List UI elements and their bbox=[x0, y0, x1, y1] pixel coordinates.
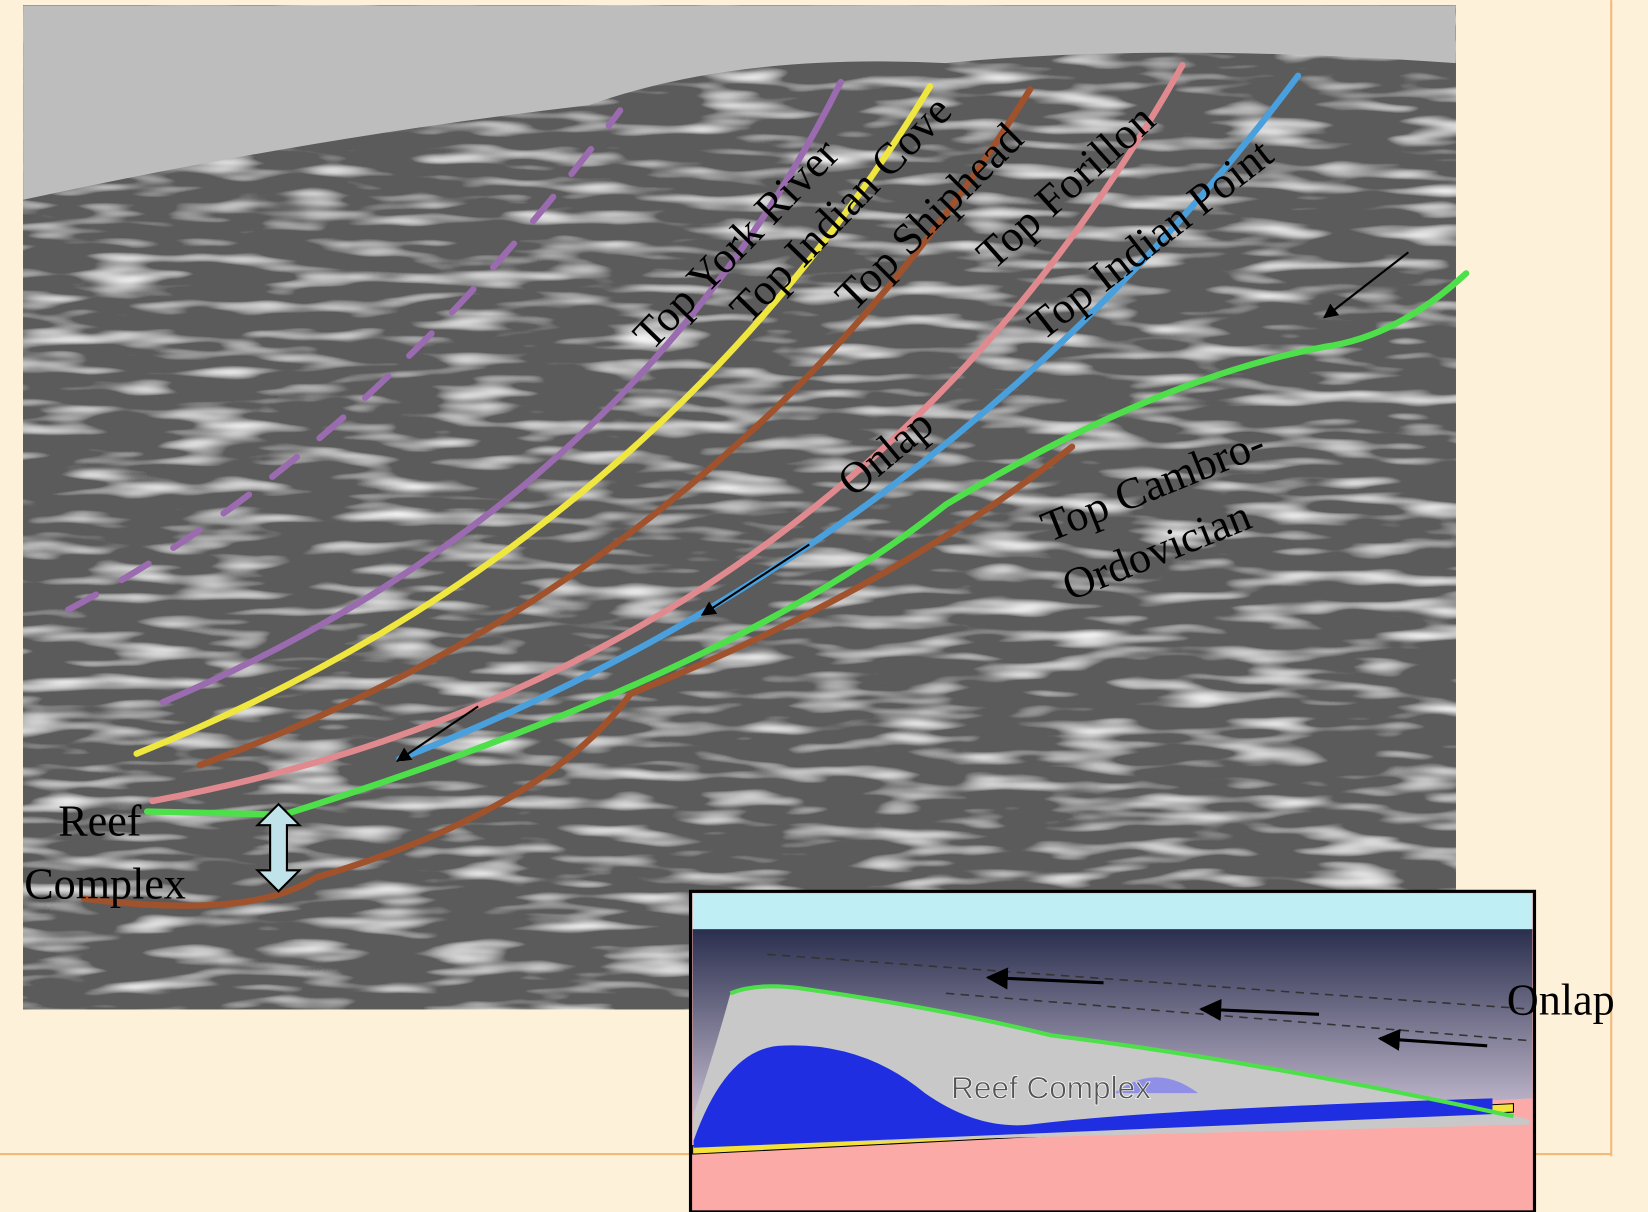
horizon-line bbox=[133, 83, 934, 757]
onlap-surface bbox=[729, 984, 1514, 1119]
arrow bbox=[700, 543, 810, 616]
water bbox=[692, 893, 1533, 930]
horizon-line bbox=[80, 443, 1076, 909]
inset-reef-label: Reef Complex bbox=[951, 1069, 1151, 1105]
arrows bbox=[396, 251, 1410, 762]
arrow bbox=[1377, 1028, 1488, 1051]
horizon-line bbox=[196, 86, 1034, 769]
seismic-texture bbox=[23, 5, 1456, 1010]
inset-arrows bbox=[985, 967, 1488, 1051]
seismic-section bbox=[23, 5, 1456, 1010]
horizon-line bbox=[65, 107, 624, 613]
reef-patch bbox=[1114, 1077, 1199, 1094]
arrow bbox=[396, 705, 479, 762]
reef-label: Reef bbox=[58, 797, 142, 846]
reef-body bbox=[693, 1045, 1493, 1148]
arrow bbox=[1323, 251, 1410, 319]
seismic-top bbox=[23, 5, 1456, 200]
inset-model: Reef Complex bbox=[688, 889, 1537, 1212]
reef-thickness-arrow bbox=[254, 802, 303, 893]
bed-line bbox=[945, 992, 1530, 1042]
arrow bbox=[985, 967, 1104, 990]
horizon-line bbox=[143, 270, 1470, 818]
horizon-line bbox=[149, 62, 1186, 805]
horizon-line bbox=[159, 78, 844, 706]
bed-line bbox=[767, 953, 1530, 1010]
arrow bbox=[1199, 998, 1320, 1021]
horizons bbox=[65, 62, 1470, 909]
inset-onlap-label: Onlap bbox=[1507, 975, 1615, 1024]
horizon-line bbox=[396, 72, 1302, 763]
bedding bbox=[767, 953, 1530, 1042]
reef-label: Complex bbox=[24, 860, 186, 909]
